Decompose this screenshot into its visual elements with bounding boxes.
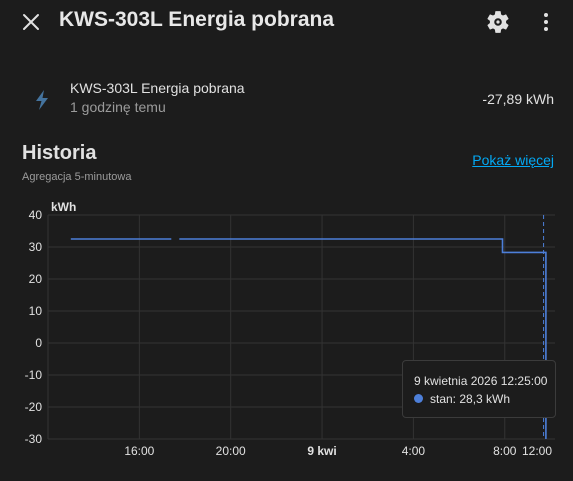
history-title: Historia bbox=[22, 142, 97, 164]
aggregation-label: Agregacja 5-minutowa bbox=[22, 171, 132, 183]
settings-button[interactable] bbox=[485, 9, 511, 35]
history-chart[interactable]: kWh 40 30 20 10 0 -10 -20 -30 16:00 20:00 9 kwi 4:00… bbox=[0, 195, 573, 481]
more-options-button[interactable] bbox=[533, 9, 559, 35]
y-tick-label: 30 bbox=[29, 240, 43, 254]
more-vertical-icon bbox=[544, 13, 548, 31]
entity-state-value: -27,89 kWh bbox=[482, 91, 554, 107]
entity-name: KWS-303L Energia pobrana bbox=[70, 80, 245, 96]
y-tick-label: 20 bbox=[29, 272, 43, 286]
x-tick-label: 20:00 bbox=[216, 444, 246, 458]
x-tick-label: 8:00 bbox=[493, 444, 517, 458]
close-icon bbox=[23, 14, 39, 30]
entity-row: KWS-303L Energia pobrana 1 godzinę temu … bbox=[0, 74, 573, 124]
history-chart-svg[interactable]: kWh 40 30 20 10 0 -10 -20 -30 16:00 20:00 9 kwi 4:00… bbox=[0, 195, 573, 481]
tooltip-title: 9 kwietnia 2026 12:25:00 bbox=[414, 374, 548, 388]
close-button[interactable] bbox=[18, 9, 44, 35]
x-tick-label: 16:00 bbox=[124, 444, 154, 458]
x-tick-label: 9 kwi bbox=[307, 444, 336, 458]
y-axis-unit-label: kWh bbox=[51, 200, 76, 214]
dialog-title: KWS-303L Energia pobrana bbox=[59, 8, 335, 31]
lightning-bolt-icon bbox=[33, 89, 51, 111]
x-tick-label: 4:00 bbox=[402, 444, 426, 458]
show-more-link[interactable]: Pokaż więcej bbox=[472, 152, 554, 168]
y-tick-label: 40 bbox=[29, 208, 43, 222]
y-tick-label: -10 bbox=[25, 368, 43, 382]
dialog-header: KWS-303L Energia pobrana bbox=[0, 0, 573, 44]
y-tick-label: -30 bbox=[25, 432, 43, 446]
gear-icon bbox=[487, 11, 509, 33]
entity-last-changed: 1 godzinę temu bbox=[70, 99, 166, 115]
y-tick-label: 0 bbox=[35, 336, 42, 350]
tooltip-value: stan: 28,3 kWh bbox=[430, 392, 511, 406]
y-tick-label: -20 bbox=[25, 400, 43, 414]
tooltip-series-dot bbox=[414, 394, 423, 403]
y-tick-label: 10 bbox=[29, 304, 43, 318]
chart-tooltip: 9 kwietnia 2026 12:25:00 stan: 28,3 kWh bbox=[402, 360, 556, 418]
series-line-segment bbox=[179, 238, 547, 439]
x-tick-label: 12:00 bbox=[522, 444, 552, 458]
